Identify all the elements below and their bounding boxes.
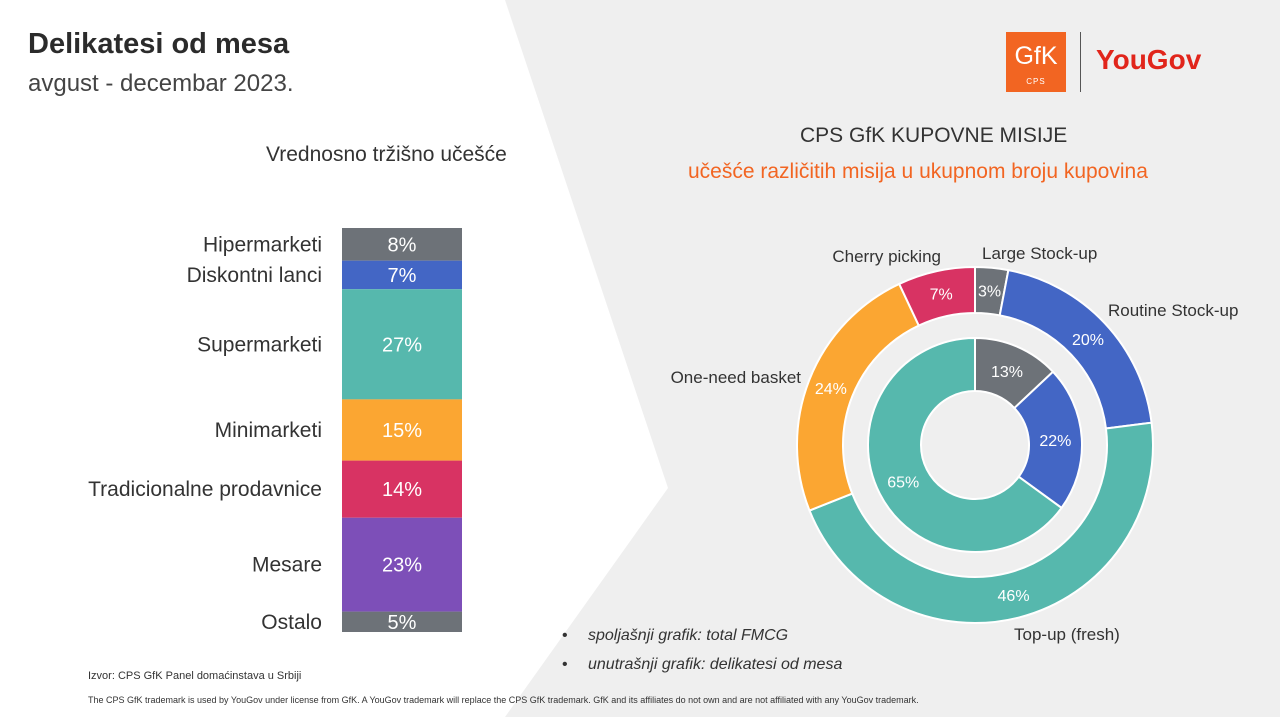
donut-outer-value-label: 24% — [815, 381, 847, 398]
donut-inner-slice-routine-stock-up — [1012, 370, 1083, 510]
donut-inner-value-label: 13% — [991, 364, 1023, 381]
note-inner-ring: • unutrašnji grafik: delikatesi od mesa — [562, 656, 842, 674]
donut-outer-slice-cherry-picking — [897, 265, 976, 327]
donut-category-label-cherry-picking: Cherry picking — [832, 247, 941, 266]
gfk-logo: GfK CPS — [1006, 32, 1066, 92]
bar-category-label: Supermarketi — [197, 333, 322, 356]
donut-inner-slice-top-up-fresh — [867, 336, 1063, 553]
bar-segment-hipermarketi — [342, 228, 462, 261]
bar-category-label: Hipermarketi — [203, 233, 322, 256]
bullet: • — [562, 627, 568, 644]
logo-divider — [1080, 32, 1081, 92]
donut-chart: 3% 20% 46% 24% 7% 13% 22% 65% Large Stock-up Rout… — [671, 244, 1239, 644]
disclaimer: The CPS GfK trademark is used by YouGov … — [88, 695, 919, 705]
donut-category-label-routine-stock-up: Routine Stock-up — [1108, 301, 1238, 320]
bar-category-label: Tradicionalne prodavnice — [88, 478, 322, 501]
source-note: Izvor: CPS GfK Panel domaćinstava u Srbi… — [88, 670, 302, 682]
donut-category-label-top-up-fresh: Top-up (fresh) — [1014, 625, 1120, 644]
yougov-logo: YouGov — [1096, 44, 1202, 75]
bar-category-label: Mesare — [252, 554, 322, 577]
note-outer-text: spoljašnji grafik: total FMCG — [588, 627, 789, 644]
bar-segment-minimarketi — [342, 399, 462, 461]
bar-segment-diskontni-lanci — [342, 260, 462, 290]
bar-category-label: Diskontni lanci — [187, 264, 322, 287]
stacked-bar-chart: 8% Hipermarketi 7% Diskontni lanci 27% Superm… — [88, 228, 462, 634]
donut-category-label-large-stock-up: Large Stock-up — [982, 244, 1097, 263]
donut-chart-title: CPS GfK KUPOVNE MISIJE — [800, 124, 1068, 147]
gfk-logo-subtext: CPS — [1026, 77, 1046, 86]
bar-value-label: 27% — [382, 334, 422, 356]
bar-category-label: Minimarketi — [215, 419, 322, 442]
donut-outer-value-label: 3% — [978, 284, 1001, 301]
bar-value-label: 5% — [388, 612, 417, 634]
bar-value-label: 7% — [388, 265, 417, 287]
bar-chart-title: Vrednosno tržišno učešće — [266, 143, 507, 166]
bar-value-label: 15% — [382, 420, 422, 442]
bullet: • — [562, 656, 568, 673]
page-title: Delikatesi od mesa — [28, 28, 290, 60]
donut-outer-value-label: 7% — [930, 287, 953, 304]
bar-segment-mesare — [342, 517, 462, 612]
gfk-logo-text: GfK — [1014, 42, 1058, 70]
note-outer-ring: • spoljašnji grafik: total FMCG — [562, 627, 788, 645]
donut-outer-slice-top-up-fresh — [808, 421, 1155, 624]
bar-segment-tradicionalne-prodavnice — [342, 460, 462, 518]
page-subtitle: avgust - decembar 2023. — [28, 70, 294, 97]
donut-inner-value-label: 65% — [887, 475, 919, 492]
note-inner-text: unutrašnji grafik: delikatesi od mesa — [588, 656, 843, 673]
bar-value-label: 14% — [382, 479, 422, 501]
donut-outer-value-label: 20% — [1072, 332, 1104, 349]
bar-category-label: Ostalo — [261, 611, 322, 634]
bar-segment-ostalo — [342, 611, 462, 632]
bar-value-label: 8% — [388, 234, 417, 256]
bar-segment-supermarketi — [342, 289, 462, 400]
bar-value-label: 23% — [382, 555, 422, 577]
donut-inner-value-label: 22% — [1039, 433, 1071, 450]
donut-chart-subtitle: učešće različitih misija u ukupnom broju… — [688, 160, 1148, 183]
donut-category-label-one-need-basket: One-need basket — [671, 368, 802, 387]
donut-outer-value-label: 46% — [998, 588, 1030, 605]
